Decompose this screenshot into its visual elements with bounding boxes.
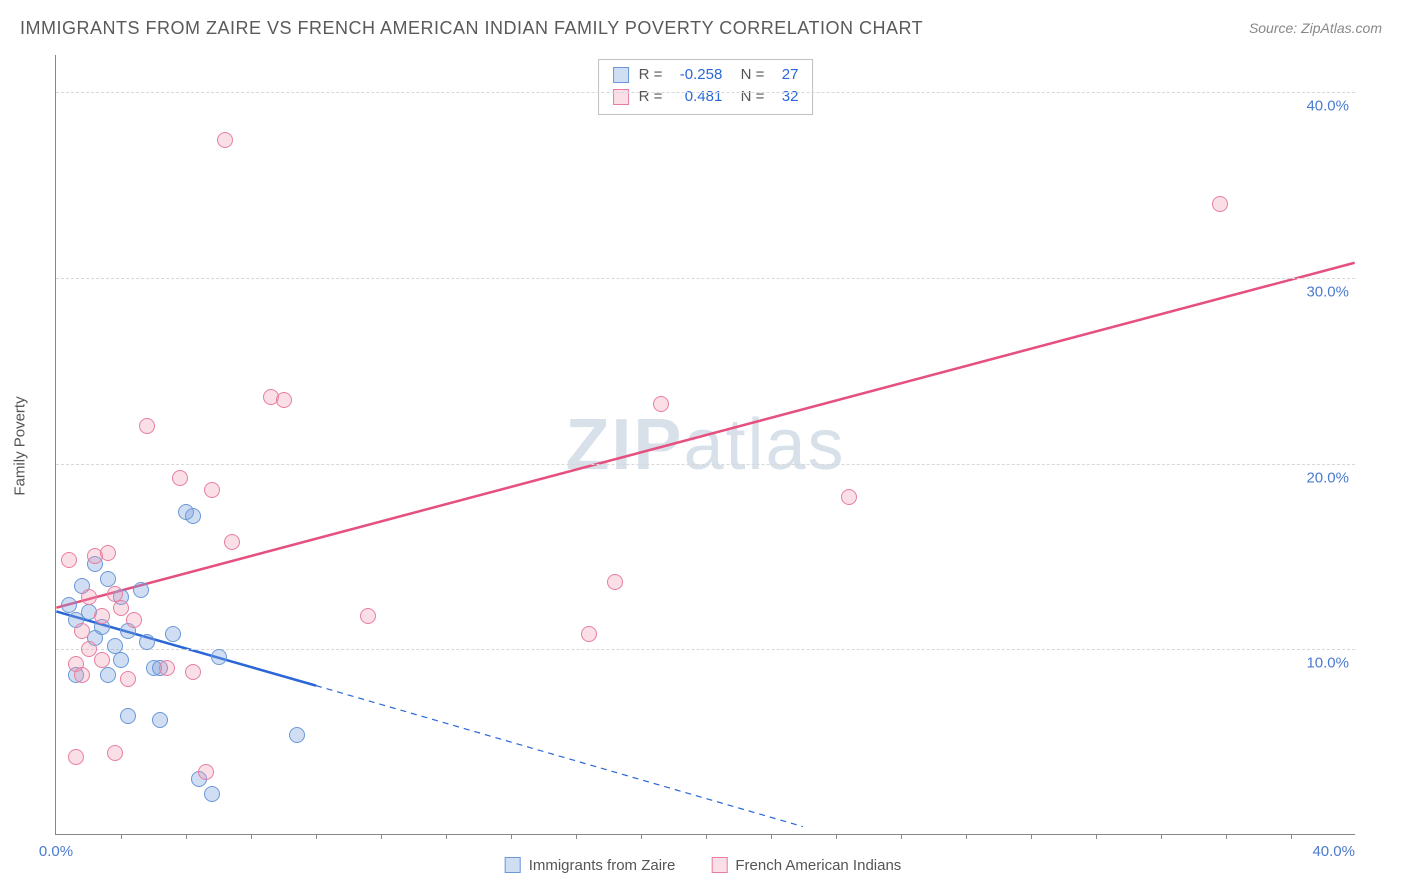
gridline-h [56, 278, 1355, 279]
legend-item: Immigrants from Zaire [505, 857, 676, 874]
stats-legend-row: R = 0.481 N = 32 [613, 86, 799, 108]
x-tick-mark [121, 834, 122, 839]
legend-item: French American Indians [711, 857, 901, 874]
y-tick-label: 10.0% [1294, 655, 1349, 672]
scatter-point [113, 652, 129, 668]
scatter-point [185, 508, 201, 524]
x-tick-mark [186, 834, 187, 839]
trend-line-dashed [316, 686, 803, 827]
x-tick-mark [576, 834, 577, 839]
legend-swatch [711, 857, 727, 873]
source-text: Source: ZipAtlas.com [1249, 20, 1382, 36]
watermark-bold: ZIP [565, 405, 683, 485]
trend-lines-svg [56, 55, 1355, 834]
scatter-point [217, 132, 233, 148]
scatter-point [185, 664, 201, 680]
x-tick-mark [316, 834, 317, 839]
stat-n-value: 32 [774, 86, 798, 108]
y-tick-label: 40.0% [1294, 98, 1349, 115]
scatter-point [107, 745, 123, 761]
x-tick-mark [901, 834, 902, 839]
legend-label: French American Indians [735, 857, 901, 874]
stats-legend-row: R = -0.258 N = 27 [613, 64, 799, 86]
x-tick-label: 40.0% [1312, 843, 1355, 860]
scatter-point [289, 727, 305, 743]
x-tick-mark [381, 834, 382, 839]
x-tick-mark [1161, 834, 1162, 839]
y-axis-label: Family Poverty [12, 396, 29, 495]
scatter-point [581, 626, 597, 642]
x-tick-mark [1291, 834, 1292, 839]
scatter-point [61, 552, 77, 568]
stat-n-label: N = [732, 64, 764, 86]
gridline-h [56, 92, 1355, 93]
legend-swatch [505, 857, 521, 873]
scatter-point [94, 608, 110, 624]
scatter-point [204, 482, 220, 498]
scatter-point [172, 470, 188, 486]
x-tick-mark [641, 834, 642, 839]
scatter-point [94, 652, 110, 668]
x-tick-mark [251, 834, 252, 839]
scatter-point [120, 671, 136, 687]
scatter-point [139, 418, 155, 434]
scatter-point [133, 582, 149, 598]
scatter-point [107, 638, 123, 654]
scatter-point [100, 667, 116, 683]
chart-title: IMMIGRANTS FROM ZAIRE VS FRENCH AMERICAN… [20, 18, 923, 39]
scatter-point [276, 392, 292, 408]
scatter-point [211, 649, 227, 665]
plot-area: ZIPatlas R = -0.258 N = 27R = 0.481 N = … [55, 55, 1355, 835]
x-tick-label: 0.0% [39, 843, 73, 860]
scatter-point [841, 489, 857, 505]
gridline-h [56, 464, 1355, 465]
stat-r-label: R = [639, 64, 663, 86]
bottom-legend: Immigrants from Zaire French American Ind… [505, 857, 902, 874]
stat-r-label: R = [639, 86, 663, 108]
scatter-point [74, 623, 90, 639]
legend-swatch [613, 67, 629, 83]
y-tick-label: 30.0% [1294, 283, 1349, 300]
scatter-point [100, 571, 116, 587]
stat-r-value: -0.258 [672, 64, 722, 86]
scatter-point [107, 586, 123, 602]
scatter-point [360, 608, 376, 624]
scatter-point [165, 626, 181, 642]
x-tick-mark [1096, 834, 1097, 839]
gridline-h [56, 649, 1355, 650]
watermark-light: atlas [683, 405, 845, 485]
scatter-point [139, 634, 155, 650]
stats-legend: R = -0.258 N = 27R = 0.481 N = 32 [598, 59, 814, 115]
scatter-point [61, 597, 77, 613]
scatter-point [653, 396, 669, 412]
scatter-point [74, 667, 90, 683]
legend-label: Immigrants from Zaire [529, 857, 676, 874]
scatter-point [1212, 196, 1228, 212]
x-tick-mark [771, 834, 772, 839]
y-tick-label: 20.0% [1294, 469, 1349, 486]
x-tick-mark [966, 834, 967, 839]
scatter-point [68, 749, 84, 765]
stat-r-value: 0.481 [672, 86, 722, 108]
scatter-point [159, 660, 175, 676]
trend-line [56, 263, 1354, 608]
watermark: ZIPatlas [565, 404, 845, 486]
scatter-point [100, 545, 116, 561]
scatter-point [126, 612, 142, 628]
stat-n-label: N = [732, 86, 764, 108]
x-tick-mark [511, 834, 512, 839]
scatter-point [198, 764, 214, 780]
x-tick-mark [1031, 834, 1032, 839]
scatter-point [224, 534, 240, 550]
scatter-point [152, 712, 168, 728]
scatter-point [204, 786, 220, 802]
stat-n-value: 27 [774, 64, 798, 86]
x-tick-mark [836, 834, 837, 839]
x-tick-mark [446, 834, 447, 839]
scatter-point [607, 574, 623, 590]
x-tick-mark [706, 834, 707, 839]
scatter-point [120, 708, 136, 724]
scatter-point [81, 589, 97, 605]
x-tick-mark [1226, 834, 1227, 839]
